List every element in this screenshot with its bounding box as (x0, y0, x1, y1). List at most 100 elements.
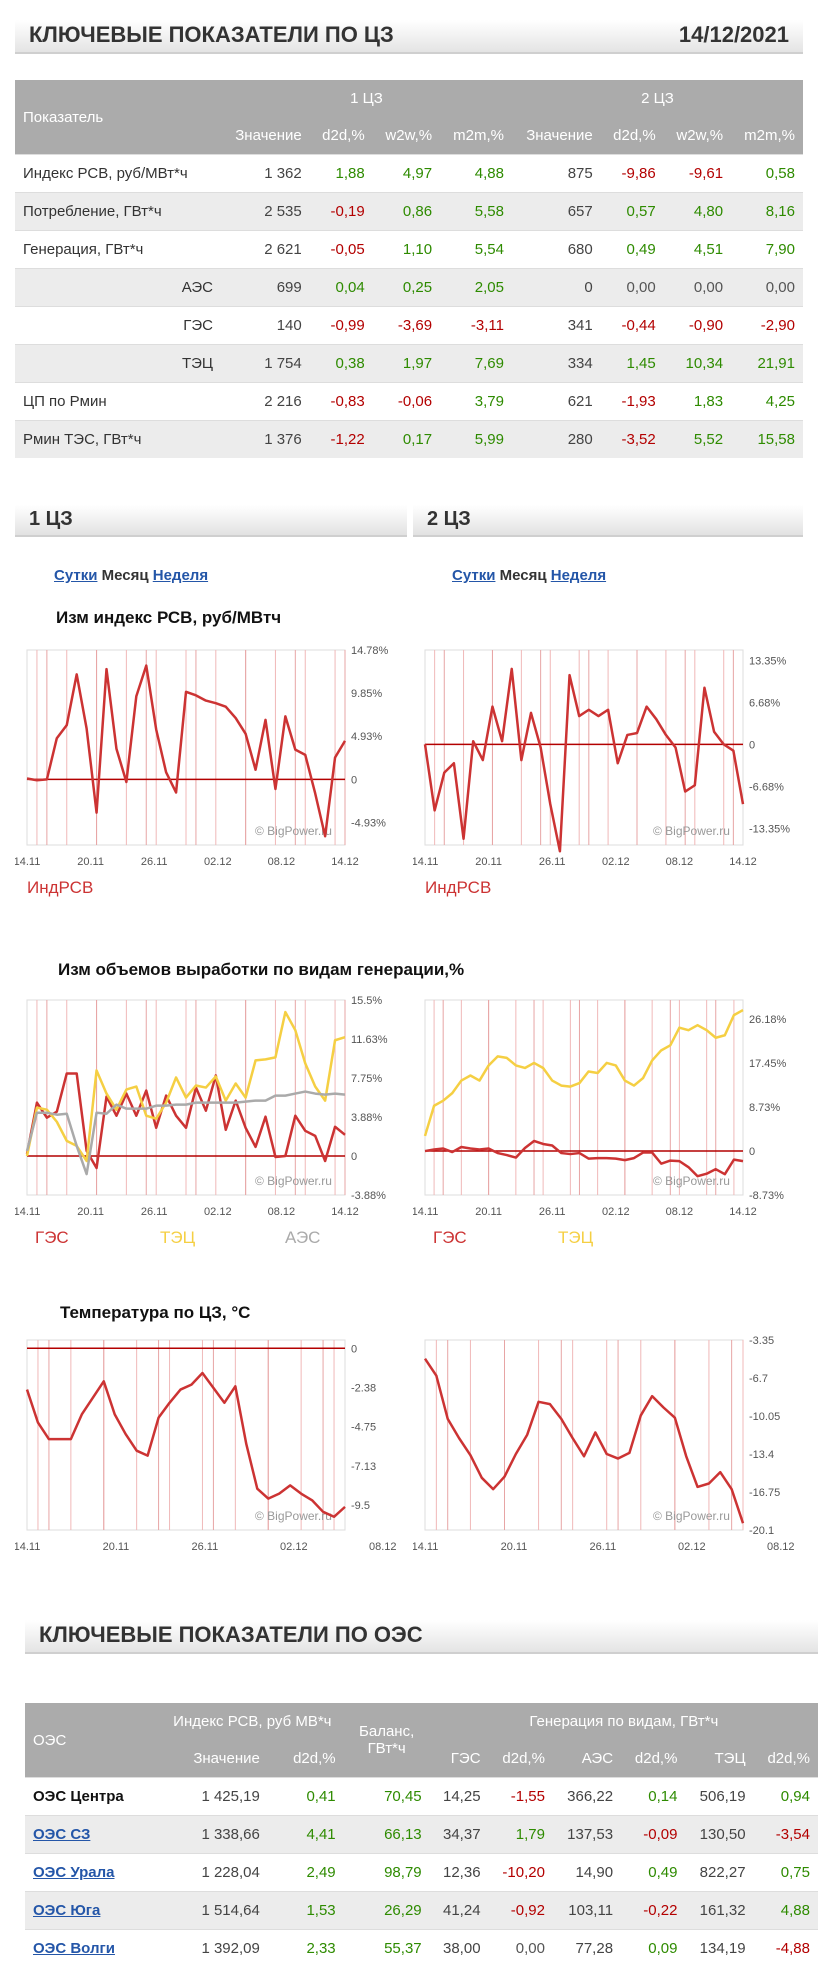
col-sub-header: АЭС (553, 1740, 621, 1778)
x-tick-label: 20.11 (77, 856, 104, 868)
y-tick-label: 0 (749, 739, 755, 751)
x-tick-label: 20.11 (103, 1541, 130, 1553)
y-tick-label: -13.35% (749, 823, 790, 835)
x-tick-label: 20.11 (77, 1206, 104, 1218)
watermark: © BigPower.ru (653, 1509, 730, 1523)
link-month-active: Месяц (102, 567, 149, 584)
cell-b1: 0,17 (373, 421, 440, 459)
col-sub-header: d2d,% (310, 117, 373, 155)
cell-b1: 1,10 (373, 231, 440, 269)
y-tick-label: -8.73% (749, 1190, 784, 1202)
cell-aes: 137,53 (553, 1816, 621, 1854)
cell-idx_d: 2,49 (268, 1854, 344, 1892)
y-tick-label: 0 (351, 1151, 357, 1163)
oes-name[interactable]: ОЭС Юга (25, 1892, 161, 1930)
row-label: АЭС (15, 269, 221, 307)
x-tick-label: 14.12 (729, 1206, 757, 1218)
cell-aes_d: 0,49 (621, 1854, 685, 1892)
y-tick-label: -2.38 (351, 1383, 376, 1395)
x-tick-label: 14.12 (331, 856, 359, 868)
key-indicators-header: КЛЮЧЕВЫЕ ПОКАЗАТЕЛИ ПО ЦЗ 14/12/2021 (15, 20, 803, 54)
x-tick-label: 14.11 (413, 856, 438, 868)
col-sub-header: d2d,% (601, 117, 664, 155)
cell-idx: 1 392,09 (161, 1930, 268, 1967)
oes-header: КЛЮЧЕВЫЕ ПОКАЗАТЕЛИ ПО ОЭС (25, 1620, 818, 1654)
watermark: © BigPower.ru (255, 1174, 332, 1188)
oes-name[interactable]: ОЭС Урала (25, 1854, 161, 1892)
col-zone-1: 1 ЦЗ (221, 80, 512, 117)
row-label: ГЭС (15, 307, 221, 345)
y-tick-label: 15.5% (351, 995, 382, 1007)
cell-c1: -3,11 (440, 307, 512, 345)
chart-title-index: Изм индекс РСВ, руб/МВтч (56, 608, 281, 628)
oes-link[interactable]: ОЭС Волги (33, 1940, 115, 1957)
cell-v2: 680 (512, 231, 601, 269)
cell-v2: 280 (512, 421, 601, 459)
cell-c2: 0,00 (731, 269, 803, 307)
link-day[interactable]: Сутки (54, 567, 97, 584)
cell-ges_d: 1,79 (489, 1816, 553, 1854)
cell-aes_d: 0,09 (621, 1930, 685, 1967)
oes-table: ОЭС Индекс РСВ, руб МВ*ч Баланс, ГВт*ч Г… (25, 1703, 818, 1967)
y-tick-label: 17.45% (749, 1058, 787, 1070)
x-tick-label: 26.11 (539, 1206, 566, 1218)
legend-entry: ГЭС (35, 1228, 69, 1247)
cell-tec_d: 0,75 (754, 1854, 818, 1892)
row-label: ТЭЦ (15, 345, 221, 383)
x-tick-label: 20.11 (501, 1541, 528, 1553)
report-date: 14/12/2021 (679, 22, 789, 48)
oes-title: КЛЮЧЕВЫЕ ПОКАЗАТЕЛИ ПО ОЭС (39, 1622, 423, 1648)
cell-idx: 1 338,66 (161, 1816, 268, 1854)
x-tick-label: 20.11 (475, 1206, 502, 1218)
link-day[interactable]: Сутки (452, 567, 495, 584)
cell-c2: -2,90 (731, 307, 803, 345)
col-sub-header: d2d,% (268, 1740, 344, 1778)
cell-c2: 21,91 (731, 345, 803, 383)
cell-bal: 98,79 (344, 1854, 430, 1892)
cell-aes_d: -0,09 (621, 1816, 685, 1854)
x-tick-label: 14.11 (413, 1206, 438, 1218)
y-tick-label: 0 (351, 1343, 357, 1355)
cell-a2: 1,45 (601, 345, 664, 383)
oes-link[interactable]: ОЭС СЗ (33, 1826, 90, 1843)
cell-v2: 621 (512, 383, 601, 421)
row-label: Рмин ТЭС, ГВт*ч (15, 421, 221, 459)
cell-bal: 55,37 (344, 1930, 430, 1967)
y-tick-label: 0 (749, 1146, 755, 1158)
x-tick-label: 08.12 (268, 1206, 296, 1218)
x-tick-label: 02.12 (204, 1206, 232, 1218)
x-tick-label: 08.12 (268, 856, 296, 868)
cell-idx_d: 2,33 (268, 1930, 344, 1967)
x-tick-label: 14.12 (331, 1206, 359, 1218)
cell-idx: 1 425,19 (161, 1778, 268, 1816)
oes-link[interactable]: ОЭС Юга (33, 1902, 100, 1919)
cell-a2: -1,93 (601, 383, 664, 421)
cell-v1: 2 621 (221, 231, 310, 269)
col-sub-header: d2d,% (489, 1740, 553, 1778)
oes-name[interactable]: ОЭС Волги (25, 1930, 161, 1967)
x-tick-label: 14.11 (15, 856, 40, 868)
legend-entry: ИндРСВ (27, 878, 93, 897)
x-tick-label: 08.12 (666, 856, 694, 868)
row-label: Потребление, ГВт*ч (15, 193, 221, 231)
period-links-zone-2: Сутки Месяц Неделя (452, 567, 606, 584)
cell-tec_d: -4,88 (754, 1930, 818, 1967)
cell-ges: 14,25 (430, 1778, 489, 1816)
y-tick-label: 0 (351, 774, 357, 786)
link-week[interactable]: Неделя (153, 567, 208, 584)
col-zone-2: 2 ЦЗ (512, 80, 803, 117)
cell-v2: 334 (512, 345, 601, 383)
col-sub-header: d2d,% (754, 1740, 818, 1778)
oes-name[interactable]: ОЭС СЗ (25, 1816, 161, 1854)
link-week[interactable]: Неделя (551, 567, 606, 584)
cell-a1: -1,22 (310, 421, 373, 459)
oes-link[interactable]: ОЭС Урала (33, 1864, 114, 1881)
cell-a2: -9,86 (601, 155, 664, 193)
y-tick-label: -10.05 (749, 1411, 780, 1423)
watermark: © BigPower.ru (653, 824, 730, 838)
y-tick-label: -9.5 (351, 1500, 370, 1512)
cell-b2: 4,80 (664, 193, 731, 231)
